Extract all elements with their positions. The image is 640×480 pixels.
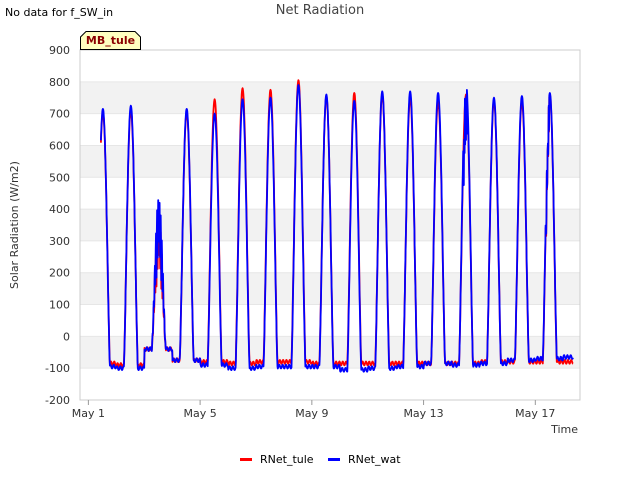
x-axis-label: Time bbox=[550, 423, 578, 436]
grid-band bbox=[80, 336, 580, 369]
legend-swatch-rnet-tule bbox=[240, 458, 252, 461]
legend-label-rnet-tule: RNet_tule bbox=[260, 453, 314, 466]
y-tick-label: 800 bbox=[49, 76, 70, 89]
site-label-badge: MB_tule bbox=[80, 31, 141, 50]
y-tick-label: 400 bbox=[49, 203, 70, 216]
x-tick-label: May 13 bbox=[403, 407, 443, 420]
y-tick-label: 300 bbox=[49, 235, 70, 248]
x-tick-label: May 5 bbox=[183, 407, 216, 420]
legend-item-rnet-tule: RNet_tule bbox=[240, 453, 314, 466]
y-tick-label: 100 bbox=[49, 299, 70, 312]
y-tick-label: 200 bbox=[49, 267, 70, 280]
y-tick-label: -200 bbox=[45, 394, 70, 407]
series-lines bbox=[100, 79, 574, 373]
site-label-text: MB_tule bbox=[85, 34, 136, 47]
plot-frame bbox=[79, 49, 581, 401]
y-tick-label: 500 bbox=[49, 171, 70, 184]
x-tick-label: May 9 bbox=[295, 407, 328, 420]
chart-title: Net Radiation bbox=[275, 3, 365, 18]
legend-swatch-rnet-wat bbox=[328, 458, 340, 461]
legend-item-rnet-wat: RNet_wat bbox=[328, 453, 401, 466]
no-data-message: No data for f_SW_in bbox=[5, 6, 114, 19]
y-axis-label: Solar Radiation (W/m2) bbox=[8, 161, 21, 289]
x-tick-label: May 17 bbox=[515, 407, 555, 420]
grid-band bbox=[80, 81, 580, 114]
site-badge-shape bbox=[80, 31, 141, 50]
x-tick-label: May 1 bbox=[72, 407, 105, 420]
y-tick-label: 900 bbox=[49, 44, 70, 57]
y-axis-ticks: -200 -100 0 100 200 300 400 500 600 700 800 900 bbox=[45, 44, 70, 407]
x-axis-ticks: May 1 May 5 May 9 May 13 May 17 bbox=[72, 400, 555, 420]
y-tick-label: 0 bbox=[63, 330, 70, 343]
y-tick-label: 600 bbox=[49, 139, 70, 152]
legend-label-rnet-wat: RNet_wat bbox=[348, 453, 401, 466]
y-tick-label: -100 bbox=[45, 362, 70, 375]
y-tick-label: 700 bbox=[49, 108, 70, 121]
series-line-rnet-wat bbox=[100, 84, 574, 373]
